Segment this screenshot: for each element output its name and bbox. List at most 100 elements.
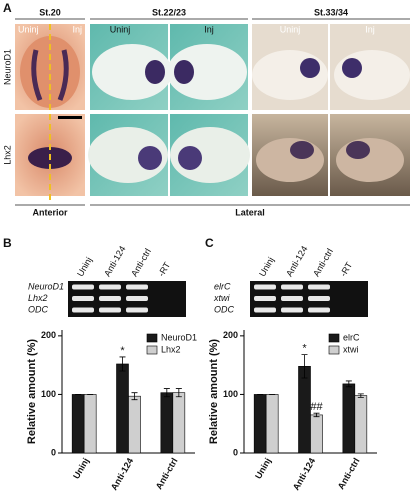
band — [126, 284, 148, 290]
bar — [310, 414, 323, 454]
band — [254, 296, 276, 301]
annotation: ## — [310, 401, 323, 413]
lane-label: Anti-ctrl — [129, 247, 153, 278]
gene-label: ODC — [214, 304, 235, 314]
band — [281, 284, 303, 290]
band — [254, 307, 276, 313]
band — [281, 307, 303, 313]
band — [99, 284, 121, 290]
stage: St.33/34 — [314, 7, 348, 17]
band — [99, 296, 121, 301]
y-axis-label: Relative amount (%) — [208, 339, 220, 444]
legend-swatch — [146, 333, 158, 343]
band — [99, 307, 121, 313]
bar — [71, 394, 85, 454]
band — [72, 296, 94, 301]
stain — [178, 146, 202, 170]
legend-label: elrC — [343, 332, 360, 342]
y-tick-label: 200 — [223, 330, 238, 340]
error-bar — [313, 412, 320, 418]
view: Anterior — [32, 207, 68, 217]
sub-header: Inj — [365, 24, 375, 34]
stain — [290, 141, 314, 159]
view: Lateral — [235, 207, 265, 217]
error-bar — [163, 388, 170, 398]
band — [308, 284, 330, 290]
x-tick-label: Uninj — [253, 456, 273, 480]
legend-label: Lhx2 — [161, 344, 181, 354]
error-bar — [357, 393, 364, 398]
lane-label: -RT — [338, 260, 354, 278]
sub-header: Inj — [204, 24, 214, 34]
band — [308, 307, 330, 313]
x-tick-label: Anti-ctrl — [336, 456, 362, 491]
band — [254, 284, 276, 290]
panel-label: B — [3, 236, 12, 250]
gene-label: xtwi — [213, 293, 231, 303]
y-axis-label: Relative amount (%) — [26, 339, 38, 444]
embryo — [256, 138, 324, 182]
stain — [346, 141, 370, 159]
error-bar — [175, 388, 182, 398]
stain — [300, 58, 320, 78]
bar — [342, 383, 356, 454]
gene-label: elrC — [214, 281, 231, 291]
y-tick-label: 100 — [223, 389, 238, 399]
error-bar — [131, 392, 138, 401]
bar — [160, 392, 174, 454]
band — [126, 307, 148, 313]
y-tick-label: 0 — [51, 447, 56, 457]
bar — [265, 394, 279, 454]
x-tick-label: Uninj — [71, 456, 91, 480]
legend-swatch — [328, 333, 340, 343]
band — [72, 307, 94, 313]
embryo — [92, 44, 172, 100]
lane-label: Uninj — [75, 255, 94, 278]
band — [308, 296, 330, 301]
embryo — [336, 138, 404, 182]
bar — [298, 366, 311, 454]
y-tick-label: 100 — [41, 389, 56, 399]
gene-label: Lhx2 — [28, 293, 48, 303]
y-tick-label: 200 — [41, 330, 56, 340]
embryo — [167, 44, 247, 100]
panel-a: A St.20 St.22/23 St.33/34 Uninj Inj Unin… — [2, 1, 410, 217]
sub-header: Uninj — [18, 24, 39, 34]
band — [126, 296, 148, 301]
stain — [342, 58, 362, 78]
bar — [354, 395, 368, 454]
sub-header: Uninj — [280, 24, 301, 34]
bar — [253, 394, 267, 454]
lane-label: Anti-124 — [102, 244, 127, 278]
lane-label: -RT — [156, 260, 172, 278]
error-bar — [119, 356, 126, 372]
y-tick-label: 0 — [233, 447, 238, 457]
bar — [83, 394, 97, 454]
lane-label: Anti-ctrl — [311, 247, 335, 278]
legend-label: xtwi — [343, 344, 359, 354]
bar — [128, 395, 141, 454]
sub-header: Inj — [72, 24, 82, 34]
band — [72, 284, 94, 290]
x-tick-label: Anti-124 — [109, 456, 135, 492]
legend-swatch — [328, 345, 340, 355]
row-label: Lhx2 — [2, 145, 12, 165]
bar — [172, 392, 186, 454]
legend-swatch — [146, 345, 158, 355]
gene-label: ODC — [28, 304, 49, 314]
x-tick-label: Anti-124 — [291, 456, 317, 492]
scale-bar — [58, 116, 82, 119]
gene-label: NeuroD1 — [28, 281, 64, 291]
stage: St.20 — [39, 7, 61, 17]
stain — [145, 60, 165, 84]
panel-label: A — [3, 1, 12, 15]
panel-label: C — [205, 236, 214, 250]
stain — [174, 60, 194, 84]
sub-header: Uninj — [110, 24, 131, 34]
lane-label: Uninj — [257, 255, 276, 278]
stain — [138, 146, 162, 170]
stain — [31, 49, 69, 101]
legend-label: NeuroD1 — [161, 332, 197, 342]
error-bar — [301, 354, 308, 379]
